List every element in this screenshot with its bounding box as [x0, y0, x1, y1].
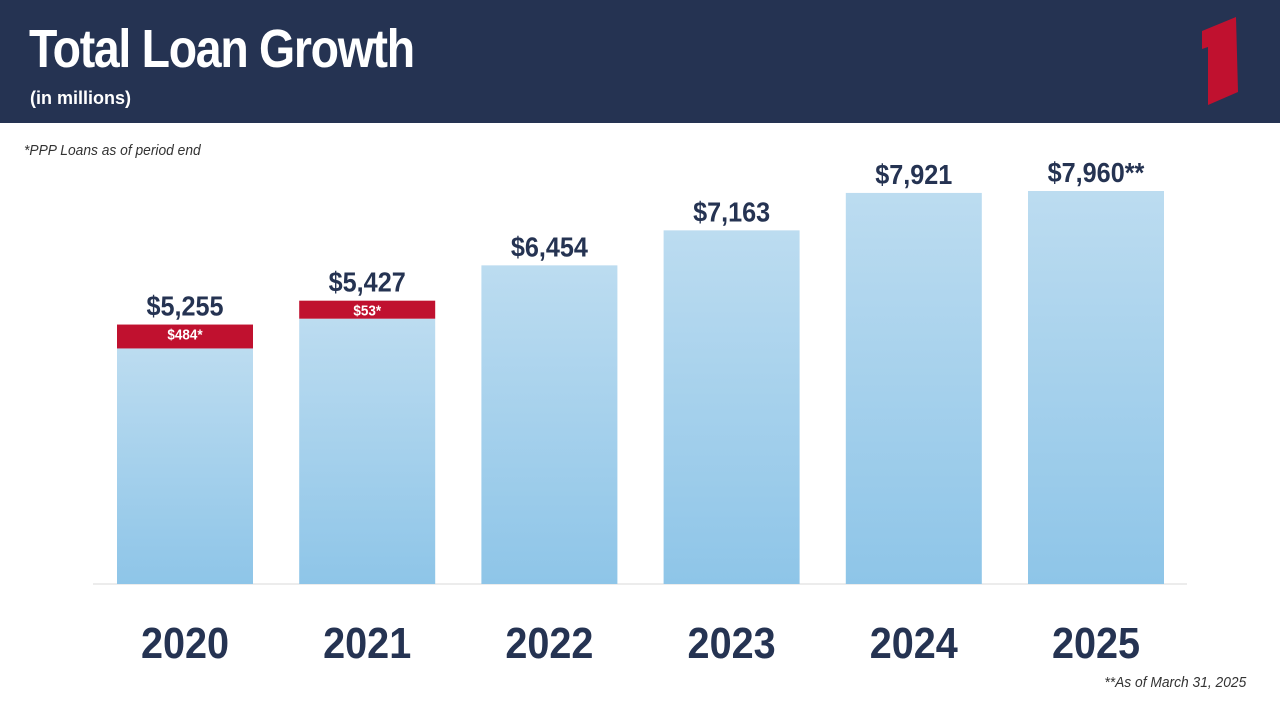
x-tick-2025: 2025: [1052, 618, 1140, 667]
bar-2025: [1028, 191, 1164, 584]
value-label-2021: $5,427: [329, 266, 406, 298]
as-of-footnote: **As of March 31, 2025: [1104, 674, 1246, 691]
title-banner: Total Loan Growth (in millions): [0, 0, 1280, 123]
ppp-footnote: *PPP Loans as of period end: [24, 142, 201, 159]
logo-mark: [1202, 17, 1238, 105]
value-label-2024: $7,921: [875, 159, 952, 191]
x-tick-2020: 2020: [141, 618, 229, 667]
ppp-label-2020: $484*: [167, 327, 203, 344]
x-tick-2024: 2024: [870, 618, 959, 667]
ppp-segment-2020: [117, 324, 253, 349]
x-tick-2021: 2021: [323, 618, 411, 667]
ppp-segment-2021: [299, 300, 436, 319]
bank-logo-icon: [1202, 17, 1238, 105]
value-label-2020: $5,255: [146, 290, 223, 322]
value-label-2022: $6,454: [511, 231, 588, 263]
page-title: Total Loan Growth: [29, 19, 415, 79]
value-label-2025: $7,960**: [1048, 157, 1145, 189]
bar-2021: [299, 318, 436, 584]
bar-2023: [663, 230, 800, 584]
bar-2024: [845, 192, 982, 584]
ppp-label-2021: $53*: [353, 303, 381, 320]
value-label-2023: $7,163: [693, 196, 770, 228]
x-tick-2023: 2023: [688, 618, 776, 667]
x-tick-2022: 2022: [505, 618, 593, 667]
bar-2022: [481, 265, 618, 584]
page-subtitle: (in millions): [30, 88, 131, 108]
bar-2020: [117, 348, 253, 584]
